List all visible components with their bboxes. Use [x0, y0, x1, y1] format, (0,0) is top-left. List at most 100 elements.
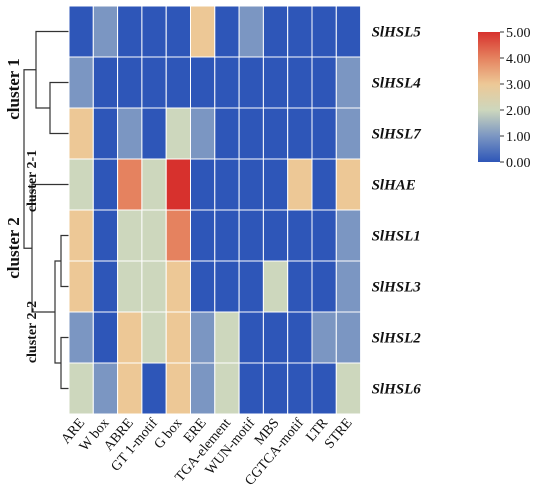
heatmap-cell	[311, 209, 337, 262]
heatmap-cell	[117, 260, 143, 313]
heatmap-cell	[165, 5, 191, 58]
heatmap-cell	[335, 260, 362, 313]
heatmap-cell	[287, 56, 313, 109]
heatmap-cell	[311, 107, 337, 160]
heatmap-cell	[190, 260, 216, 313]
dendrogram-branch	[60, 336, 69, 390]
heatmap-cell	[68, 158, 94, 211]
heatmap-cell	[92, 209, 119, 262]
heatmap-cell	[117, 362, 143, 415]
heatmap-cell	[117, 158, 143, 211]
heatmap-cell	[165, 209, 191, 262]
row-labels: SlHSL5 SlHSL4 SlHSL7 SlHAE SlHSL1 SlHSL3 SlHSL…	[372, 25, 422, 398]
heatmap-cell	[92, 107, 119, 160]
heatmap-cell	[141, 107, 167, 160]
heatmap-cell	[238, 209, 264, 262]
heatmap-cell	[68, 5, 94, 58]
heatmap-cell	[214, 56, 240, 109]
heatmap-cell	[68, 260, 94, 313]
cluster-labels: cluster 1 cluster 2-1 cluster 2 cluster …	[4, 58, 40, 363]
heatmap-cell	[262, 209, 289, 262]
heatmap-cell	[92, 5, 119, 58]
heatmap-cell	[190, 158, 216, 211]
cluster-2-2-label: cluster 2-2	[25, 301, 40, 363]
dendrogram-branch	[54, 260, 61, 364]
heatmap-cell	[262, 158, 289, 211]
heatmap-cell	[238, 362, 264, 415]
heatmap-cell	[92, 158, 119, 211]
heatmap-cell	[92, 311, 119, 364]
cluster-2-label: cluster 2	[4, 217, 23, 279]
colorbar-ticks: 0.00 1.00 2.00 3.00 4.00 5.00	[500, 26, 531, 171]
colorbar-tick-label: 3.00	[506, 78, 531, 93]
heatmap-cell	[335, 209, 362, 262]
heatmap-cell	[141, 362, 167, 415]
heatmap-cell	[238, 260, 264, 313]
heatmap-cell	[311, 362, 337, 415]
heatmap-cell	[287, 107, 313, 160]
heatmap-cell	[117, 5, 143, 58]
heatmap-cell	[238, 56, 264, 109]
heatmap-cells	[68, 5, 362, 415]
row-label: SlHSL7	[372, 127, 422, 143]
heatmap-cell	[262, 362, 289, 415]
heatmap-cell	[214, 311, 240, 364]
row-label: SlHSL1	[372, 229, 421, 245]
heatmap-cell	[68, 56, 94, 109]
dendrogram-branch	[60, 234, 69, 288]
heatmap-cell	[238, 158, 264, 211]
heatmap-cell	[287, 5, 313, 58]
heatmap-cell	[190, 311, 216, 364]
heatmap-cell	[214, 5, 240, 58]
heatmap-cell	[141, 56, 167, 109]
heatmap-cell	[238, 311, 264, 364]
heatmap-cell	[238, 5, 264, 58]
heatmap-cell	[335, 107, 362, 160]
heatmap-cell	[262, 311, 289, 364]
dendrogram-branch	[49, 81, 69, 135]
heatmap-cell	[165, 158, 191, 211]
heatmap-cell	[214, 158, 240, 211]
dendrogram	[23, 30, 69, 390]
heatmap-cell	[214, 362, 240, 415]
heatmap-cell	[141, 209, 167, 262]
colorbar-tick-label: 4.00	[506, 52, 531, 67]
heatmap-cell	[238, 107, 264, 160]
heatmap-cell	[117, 311, 143, 364]
heatmap-cell	[335, 311, 362, 364]
row-label: SlHAE	[372, 178, 416, 194]
heatmap-cell	[287, 209, 313, 262]
heatmap-cell	[117, 56, 143, 109]
heatmap-cell	[68, 209, 94, 262]
heatmap-cell	[141, 311, 167, 364]
colorbar-tick-label: 1.00	[506, 130, 531, 145]
dendrogram-branch	[35, 30, 69, 109]
colorbar-tick-label: 2.00	[506, 104, 531, 119]
heatmap-cell	[214, 260, 240, 313]
heatmap-cell	[262, 5, 289, 58]
heatmap-cell	[190, 362, 216, 415]
heatmap-cell	[214, 107, 240, 160]
heatmap-cell	[190, 107, 216, 160]
heatmap-cell	[165, 107, 191, 160]
heatmap-cell	[311, 311, 337, 364]
heatmap-cell	[311, 56, 337, 109]
row-label: SlHSL5	[372, 25, 422, 41]
heatmap-cell	[287, 362, 313, 415]
heatmap-cell	[117, 209, 143, 262]
heatmap-cell	[262, 260, 289, 313]
heatmap-cell	[262, 107, 289, 160]
row-label: SlHSL2	[372, 331, 422, 347]
heatmap-cell	[165, 311, 191, 364]
heatmap-cell	[165, 260, 191, 313]
colorbar-legend: 0.00 1.00 2.00 3.00 4.00 5.00	[478, 26, 531, 171]
heatmap-cell	[165, 56, 191, 109]
dendrogram-branch	[23, 69, 36, 249]
heatmap-cell	[92, 56, 119, 109]
colorbar-gradient	[478, 32, 500, 162]
heatmap-cell	[311, 260, 337, 313]
heatmap-cell	[68, 362, 94, 415]
heatmap-cell	[141, 5, 167, 58]
